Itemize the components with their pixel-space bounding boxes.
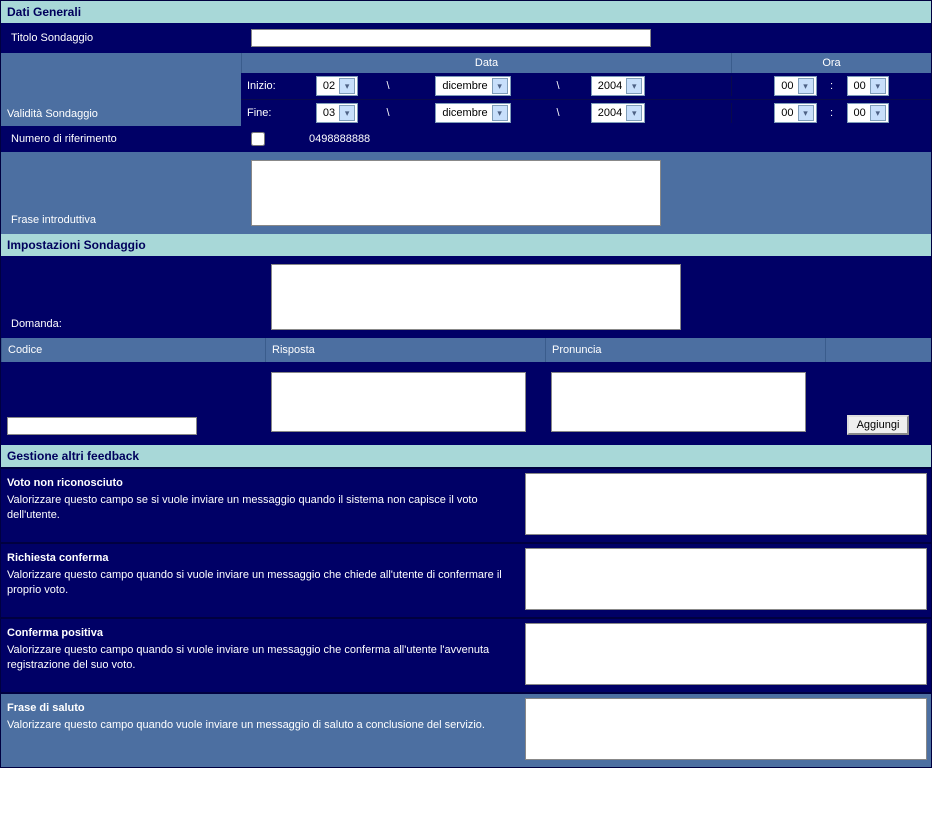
fine-min-select[interactable]: 00▾ — [847, 103, 889, 123]
section-impostazioni: Impostazioni Sondaggio — [1, 234, 931, 256]
col-risposta: Risposta — [265, 338, 545, 362]
label-titolo: Titolo Sondaggio — [7, 30, 247, 46]
chevron-down-icon: ▾ — [626, 105, 642, 121]
label-inizio: Inizio: — [241, 80, 301, 92]
section-dati-generali: Dati Generali — [1, 1, 931, 23]
inizio-hour-select[interactable]: 00▾ — [774, 76, 816, 96]
risposta-textarea[interactable] — [271, 372, 526, 432]
time-sep: : — [817, 107, 847, 119]
date-sep: \ — [543, 107, 573, 119]
chevron-down-icon: ▾ — [870, 78, 886, 94]
inizio-month-select[interactable]: dicembre▾ — [435, 76, 510, 96]
inizio-year-select[interactable]: 2004▾ — [591, 76, 645, 96]
pronuncia-textarea[interactable] — [551, 372, 806, 432]
fb-saluto-textarea[interactable] — [525, 698, 927, 760]
fine-month-select[interactable]: dicembre▾ — [435, 103, 510, 123]
fine-year-select[interactable]: 2004▾ — [591, 103, 645, 123]
date-sep: \ — [373, 107, 403, 119]
label-ora: Ora — [731, 53, 931, 73]
aggiungi-button[interactable]: Aggiungi — [847, 415, 910, 435]
fb-voto-textarea[interactable] — [525, 473, 927, 535]
chevron-down-icon: ▾ — [339, 105, 355, 121]
label-fine: Fine: — [241, 107, 301, 119]
chevron-down-icon: ▾ — [798, 78, 814, 94]
numero-rif-checkbox[interactable] — [251, 132, 265, 146]
numero-rif-value: 0498888888 — [309, 133, 370, 145]
frase-introduttiva-textarea[interactable] — [251, 160, 661, 226]
label-data: Data — [241, 53, 731, 73]
codice-input[interactable] — [7, 417, 197, 435]
fb-conferma-desc: Valorizzare questo campo quando si vuole… — [7, 643, 515, 674]
fb-saluto-title: Frase di saluto — [7, 702, 515, 714]
section-gestione-feedback: Gestione altri feedback — [1, 445, 931, 467]
fb-richiesta-title: Richiesta conferma — [7, 552, 515, 564]
fb-voto-title: Voto non riconosciuto — [7, 477, 515, 489]
date-sep: \ — [543, 80, 573, 92]
fine-hour-select[interactable]: 00▾ — [774, 103, 816, 123]
date-sep: \ — [373, 80, 403, 92]
fb-richiesta-textarea[interactable] — [525, 548, 927, 610]
label-validita: Validità Sondaggio — [1, 53, 241, 126]
col-pronuncia: Pronuncia — [545, 338, 825, 362]
titolo-input[interactable] — [251, 29, 651, 47]
chevron-down-icon: ▾ — [492, 105, 508, 121]
fb-conferma-textarea[interactable] — [525, 623, 927, 685]
fb-conferma-title: Conferma positiva — [7, 627, 515, 639]
fine-day-select[interactable]: 03▾ — [316, 103, 358, 123]
col-codice: Codice — [1, 338, 265, 362]
fb-richiesta-desc: Valorizzare questo campo quando si vuole… — [7, 568, 515, 599]
chevron-down-icon: ▾ — [626, 78, 642, 94]
label-numero-rif: Numero di riferimento — [7, 131, 247, 147]
chevron-down-icon: ▾ — [870, 105, 886, 121]
domanda-textarea[interactable] — [271, 264, 681, 330]
inizio-day-select[interactable]: 02▾ — [316, 76, 358, 96]
col-actions — [825, 338, 931, 362]
inizio-min-select[interactable]: 00▾ — [847, 76, 889, 96]
fb-voto-desc: Valorizzare questo campo se si vuole inv… — [7, 493, 515, 524]
chevron-down-icon: ▾ — [798, 105, 814, 121]
fb-saluto-desc: Valorizzare questo campo quando vuole in… — [7, 718, 515, 733]
label-domanda: Domanda: — [7, 316, 267, 332]
chevron-down-icon: ▾ — [339, 78, 355, 94]
label-frase-introduttiva: Frase introduttiva — [7, 212, 247, 228]
time-sep: : — [817, 80, 847, 92]
chevron-down-icon: ▾ — [492, 78, 508, 94]
